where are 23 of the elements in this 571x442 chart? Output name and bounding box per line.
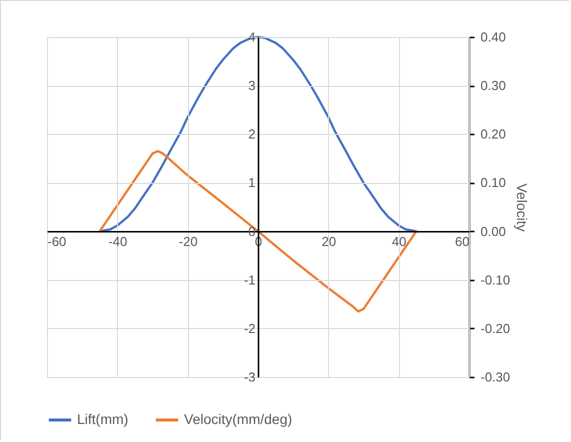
y-tick-label: -2 xyxy=(244,320,256,336)
y2-tick-label: 0.30 xyxy=(480,78,506,94)
y-tick-label: -1 xyxy=(244,272,256,288)
line-series xyxy=(98,150,418,313)
y2-tick-label: 0.40 xyxy=(480,30,506,44)
x-tick-label: -40 xyxy=(108,234,128,249)
y2-tick-label: -0.20 xyxy=(480,320,510,336)
y2-tick-label: 0.20 xyxy=(480,126,506,142)
x-tick-label: 40 xyxy=(392,234,406,249)
y-tick-label: 1 xyxy=(248,175,256,190)
y-tick-label: 2 xyxy=(248,126,256,142)
legend-label: Velocity(mm/deg) xyxy=(184,411,292,427)
y-tick-label: -3 xyxy=(244,370,256,384)
y2-tick-label: 0.00 xyxy=(480,224,506,239)
y2-tick-label: -0.10 xyxy=(480,272,510,288)
x-tick-label: 20 xyxy=(322,234,336,249)
legend-label: Lift(mm) xyxy=(77,411,128,427)
x-tick-label: -20 xyxy=(178,234,198,249)
y2-tick-label: -0.30 xyxy=(480,370,510,384)
y2-tick-label: 0.10 xyxy=(480,175,506,190)
y-tick-label: 3 xyxy=(248,78,256,94)
y2-axis-title: Velocity xyxy=(514,183,530,232)
x-tick-label: -60 xyxy=(48,234,66,249)
